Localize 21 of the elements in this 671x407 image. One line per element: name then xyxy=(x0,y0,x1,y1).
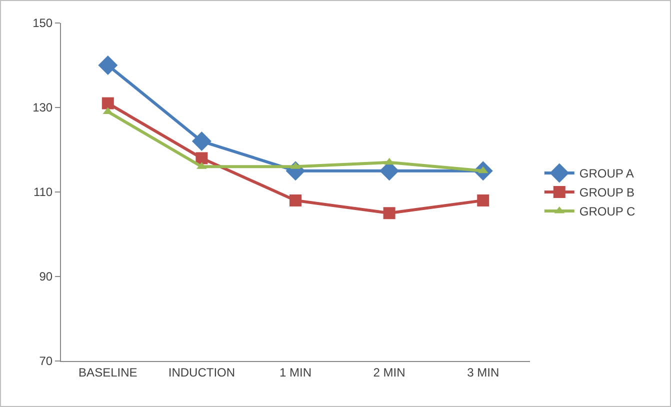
y-tick-label: 150 xyxy=(32,16,53,30)
y-tick-label: 130 xyxy=(32,100,53,115)
point xyxy=(477,194,490,206)
point xyxy=(383,207,396,220)
point xyxy=(384,158,394,165)
y-tick-label: 70 xyxy=(39,354,53,368)
point xyxy=(98,56,118,75)
x-tick-label: 1 MIN xyxy=(279,365,312,380)
point xyxy=(196,152,208,164)
x-tick-label: 2 MIN xyxy=(373,365,406,380)
legend-label: GROUP A xyxy=(579,166,634,181)
point xyxy=(290,194,302,206)
legend-label: GROUP C xyxy=(579,204,636,219)
point xyxy=(102,97,114,110)
x-tick-label: BASELINE xyxy=(78,365,138,380)
x-tick-label: INDUCTION xyxy=(168,365,236,380)
y-tick-label: 90 xyxy=(39,270,53,284)
point xyxy=(192,132,212,152)
legend-label: GROUP B xyxy=(579,186,635,200)
x-tick-label: 3 MIN xyxy=(467,365,500,380)
y-tick-label: 110 xyxy=(33,185,53,200)
